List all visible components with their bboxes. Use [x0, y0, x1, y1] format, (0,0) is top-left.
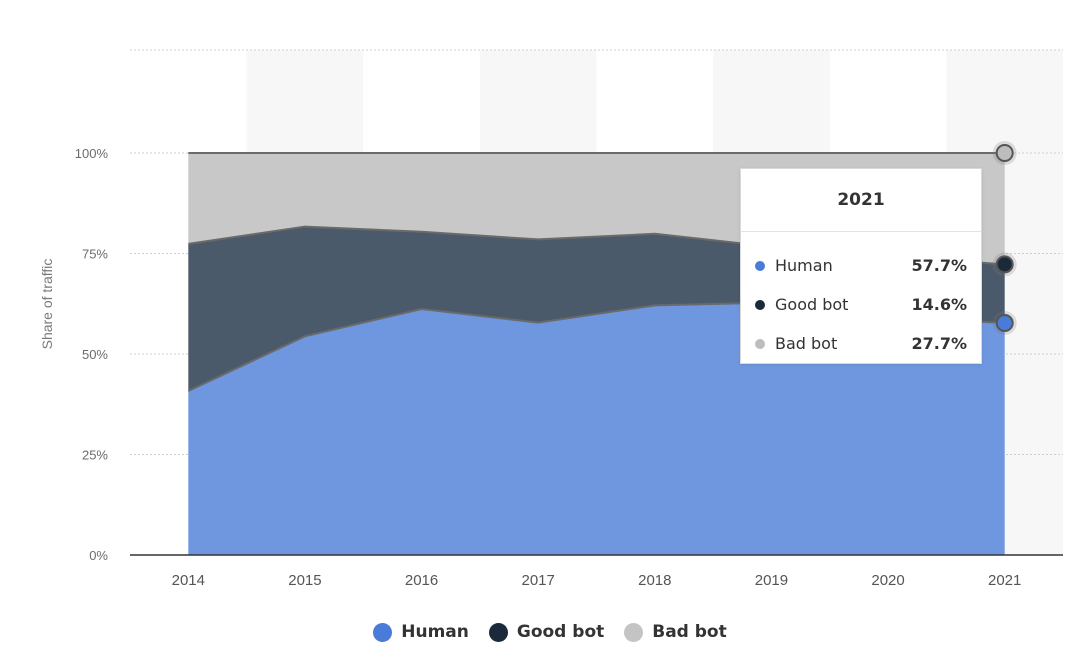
x-tick-label: 2021 — [988, 572, 1021, 589]
x-tick-label: 2017 — [522, 572, 555, 589]
tooltip-value: 14.6% — [911, 295, 967, 314]
tooltip-value: 27.7% — [911, 334, 967, 353]
tooltip-label: Human — [775, 256, 833, 275]
x-tick-label: 2020 — [871, 572, 904, 589]
human-dot-icon — [755, 260, 765, 271]
x-tick-label: 2015 — [288, 572, 321, 589]
tooltip-row-good-bot: Good bot 14.6% — [741, 285, 981, 324]
tooltip-label: Bad bot — [775, 334, 838, 353]
legend-label: Bad bot — [652, 622, 727, 642]
tooltip-row-human: Human 57.7% — [741, 246, 981, 285]
legend-item-bad-bot[interactable]: Bad bot — [624, 622, 727, 642]
tooltip: 2021 Human 57.7% Good bot 14.6% Bad bot … — [740, 168, 982, 364]
area-human — [188, 302, 1005, 555]
x-tick-label: 2016 — [405, 572, 438, 589]
tooltip-row-bad-bot: Bad bot 27.7% — [741, 324, 981, 363]
x-tick-label: 2019 — [755, 572, 788, 589]
legend: Human Good bot Bad bot — [0, 622, 1080, 642]
marker-human — [995, 314, 1014, 333]
legend-item-good-bot[interactable]: Good bot — [488, 622, 605, 642]
x-tick-label: 2018 — [638, 572, 671, 589]
legend-label: Human — [401, 622, 469, 642]
tooltip-value: 57.7% — [911, 256, 967, 275]
bad-bot-swatch-icon — [624, 622, 644, 642]
x-tick-label: 2014 — [172, 572, 205, 589]
tooltip-title: 2021 — [741, 169, 981, 232]
legend-item-human[interactable]: Human — [373, 622, 469, 642]
y-tick-label: 100% — [75, 146, 109, 161]
marker-good-bot — [995, 255, 1014, 274]
x-axis: 2014 2015 2016 2017 2018 2019 2020 2021 — [130, 554, 1063, 589]
tooltip-label: Good bot — [775, 295, 849, 314]
good-bot-dot-icon — [755, 299, 765, 310]
good-bot-swatch-icon — [488, 622, 508, 642]
y-tick-label: 25% — [82, 448, 108, 463]
legend-label: Good bot — [516, 622, 605, 642]
y-tick-label: 0% — [89, 548, 108, 563]
marker-bad-bot — [995, 144, 1014, 162]
bad-bot-dot-icon — [755, 338, 765, 349]
y-axis-ticks: 0% 25% 50% 75% 100% — [75, 146, 109, 563]
y-tick-label: 50% — [82, 347, 108, 362]
hover-markers — [992, 141, 1017, 336]
y-axis-title: Share of traffic — [39, 259, 55, 350]
human-swatch-icon — [373, 622, 393, 642]
y-tick-label: 75% — [82, 247, 108, 262]
